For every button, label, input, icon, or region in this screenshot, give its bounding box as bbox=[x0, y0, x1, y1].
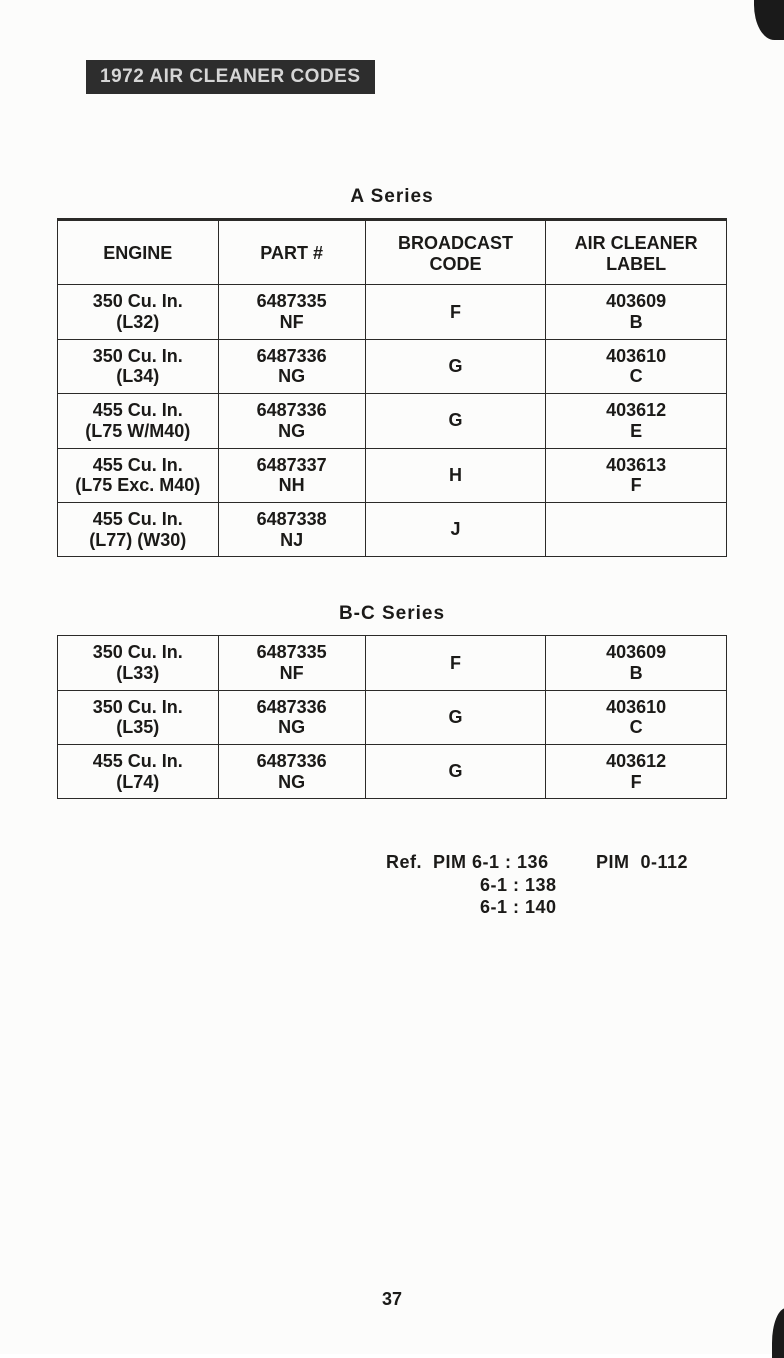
cell-engine: 455 Cu. In.(L75 W/M40) bbox=[58, 394, 219, 448]
col-label: AIR CLEANERLABEL bbox=[546, 220, 727, 285]
cell-engine: 350 Cu. In.(L35) bbox=[58, 690, 219, 744]
cell-label: 403612F bbox=[546, 745, 727, 799]
table-series-a: ENGINE PART # BROADCASTCODE AIR CLEANERL… bbox=[57, 218, 727, 557]
ref-prefix: Ref. PIM bbox=[386, 852, 467, 872]
series-a-label: A Series bbox=[56, 186, 728, 208]
cell-code: H bbox=[365, 448, 546, 502]
cell-part: 6487338NJ bbox=[218, 502, 365, 556]
cell-code: F bbox=[365, 285, 546, 339]
col-engine: ENGINE bbox=[58, 220, 219, 285]
cell-label: 403612E bbox=[546, 394, 727, 448]
page-curl-bottom bbox=[772, 1308, 784, 1358]
col-code: BROADCASTCODE bbox=[365, 220, 546, 285]
cell-engine: 455 Cu. In.(L77) (W30) bbox=[58, 502, 219, 556]
col-part: PART # bbox=[218, 220, 365, 285]
table-header-row: ENGINE PART # BROADCASTCODE AIR CLEANERL… bbox=[58, 220, 727, 285]
cell-part: 6487336NG bbox=[218, 690, 365, 744]
references: Ref. PIM 6-1 : 136 6-1 : 138 6-1 : 140 P… bbox=[56, 851, 728, 919]
table-row: 350 Cu. In.(L35)6487336NGG403610C bbox=[58, 690, 727, 744]
cell-part: 6487335NF bbox=[218, 636, 365, 690]
cell-part: 6487335NF bbox=[218, 285, 365, 339]
ref-right: PIM 0-112 bbox=[596, 851, 688, 919]
cell-engine: 350 Cu. In.(L33) bbox=[58, 636, 219, 690]
table-row: 455 Cu. In.(L75 Exc. M40)6487337NHH40361… bbox=[58, 448, 727, 502]
page: 1972 AIR CLEANER CODES A Series ENGINE P… bbox=[0, 0, 784, 1354]
cell-label bbox=[546, 502, 727, 556]
cell-engine: 455 Cu. In.(L75 Exc. M40) bbox=[58, 448, 219, 502]
table-row: 350 Cu. In.(L32)6487335NFF403609B bbox=[58, 285, 727, 339]
cell-label: 403609B bbox=[546, 636, 727, 690]
cell-label: 403609B bbox=[546, 285, 727, 339]
cell-engine: 350 Cu. In.(L32) bbox=[58, 285, 219, 339]
page-curl-top bbox=[754, 0, 784, 40]
series-bc-label: B-C Series bbox=[56, 603, 728, 625]
table-row: 350 Cu. In.(L34)6487336NGG403610C bbox=[58, 339, 727, 393]
cell-part: 6487336NG bbox=[218, 339, 365, 393]
cell-engine: 350 Cu. In.(L34) bbox=[58, 339, 219, 393]
ref-left-1: 6-1 : 138 bbox=[386, 874, 596, 897]
cell-code: F bbox=[365, 636, 546, 690]
table-series-bc: 350 Cu. In.(L33)6487335NFF403609B350 Cu.… bbox=[57, 635, 727, 799]
ref-left-0: 6-1 : 136 bbox=[472, 852, 549, 872]
ref-left-2: 6-1 : 140 bbox=[386, 896, 596, 919]
cell-engine: 455 Cu. In.(L74) bbox=[58, 745, 219, 799]
table-row: 455 Cu. In.(L75 W/M40)6487336NGG403612E bbox=[58, 394, 727, 448]
cell-label: 403610C bbox=[546, 690, 727, 744]
cell-code: J bbox=[365, 502, 546, 556]
cell-part: 6487336NG bbox=[218, 745, 365, 799]
cell-part: 6487337NH bbox=[218, 448, 365, 502]
cell-code: G bbox=[365, 690, 546, 744]
cell-code: G bbox=[365, 394, 546, 448]
table-row: 455 Cu. In.(L74)6487336NGG403612F bbox=[58, 745, 727, 799]
cell-label: 403613F bbox=[546, 448, 727, 502]
cell-code: G bbox=[365, 339, 546, 393]
cell-part: 6487336NG bbox=[218, 394, 365, 448]
cell-code: G bbox=[365, 745, 546, 799]
cell-label: 403610C bbox=[546, 339, 727, 393]
table-row: 350 Cu. In.(L33)6487335NFF403609B bbox=[58, 636, 727, 690]
page-number: 37 bbox=[0, 1289, 784, 1310]
page-title: 1972 AIR CLEANER CODES bbox=[86, 60, 375, 94]
table-row: 455 Cu. In.(L77) (W30)6487338NJJ bbox=[58, 502, 727, 556]
